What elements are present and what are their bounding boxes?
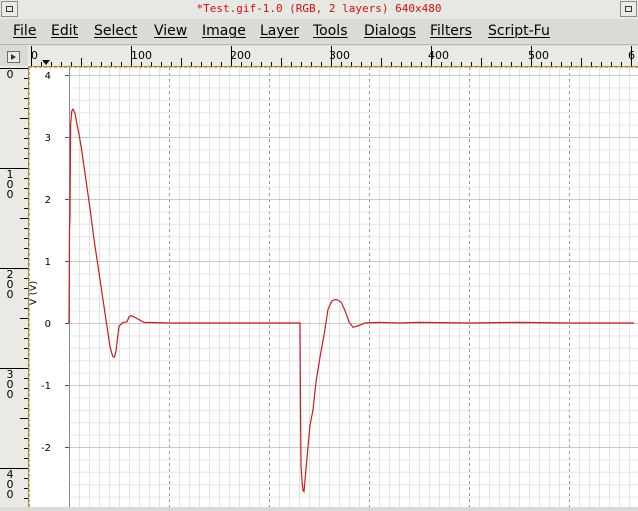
- plot-area: 4 3 2 1 0 -1 -2 V (V): [29, 67, 638, 507]
- hruler-label-500: 500: [528, 49, 549, 62]
- y-tick-label: 1: [45, 257, 51, 268]
- menu-dialogs[interactable]: Dialogs: [364, 23, 416, 39]
- hruler-label-100: 100: [131, 49, 152, 62]
- window-maximize-button[interactable]: [620, 1, 637, 17]
- y-tick-label: 3: [45, 133, 51, 144]
- menu-filters[interactable]: Filters: [430, 23, 472, 39]
- menu-select[interactable]: Select: [94, 23, 137, 39]
- menu-edit[interactable]: Edit: [51, 23, 78, 39]
- y-tick-label: 4: [45, 71, 51, 82]
- horizontal-ruler[interactable]: 0 100 200 300 400 500 6: [28, 46, 638, 67]
- y-tick-label: -1: [41, 381, 51, 392]
- vruler-label: 0: [7, 68, 14, 81]
- y-axis-label: V (V): [29, 281, 39, 306]
- y-tick-label: 0: [45, 319, 51, 330]
- image-canvas[interactable]: 4 3 2 1 0 -1 -2 V (V): [29, 67, 638, 507]
- vertical-ruler-ticks: [0, 69, 28, 508]
- ruler-corner: [0, 46, 28, 66]
- window-title: *Test.gif-1.0 (RGB, 2 layers) 640x480: [0, 2, 638, 15]
- menu-view[interactable]: View: [154, 23, 187, 39]
- menu-tools[interactable]: Tools: [313, 23, 348, 39]
- menu-image[interactable]: Image: [202, 23, 246, 39]
- pointer-position-marker: [42, 60, 50, 65]
- hruler-label-6: 6: [628, 49, 635, 62]
- y-tick-label: 2: [45, 195, 51, 206]
- plot-grid: [69, 67, 638, 507]
- maximize-icon: [625, 6, 632, 12]
- y-axis-ticks: 4 3 2 1 0 -1 -2: [41, 71, 69, 454]
- menu-file[interactable]: File: [13, 23, 36, 39]
- hruler-label-400: 400: [428, 49, 449, 62]
- menubar: File Edit Select View Image Layer Tools …: [0, 19, 638, 45]
- menu-layer[interactable]: Layer: [260, 23, 299, 39]
- y-tick-label: -2: [41, 443, 51, 454]
- hruler-label-0: 0: [31, 49, 38, 62]
- triangle-right-icon: [11, 54, 16, 60]
- hruler-label-300: 300: [329, 49, 350, 62]
- hruler-label-200: 200: [230, 49, 251, 62]
- menu-script-fu[interactable]: Script-Fu: [488, 23, 550, 39]
- window-titlebar: *Test.gif-1.0 (RGB, 2 layers) 640x480: [0, 0, 638, 20]
- quick-mask-button[interactable]: [7, 51, 20, 63]
